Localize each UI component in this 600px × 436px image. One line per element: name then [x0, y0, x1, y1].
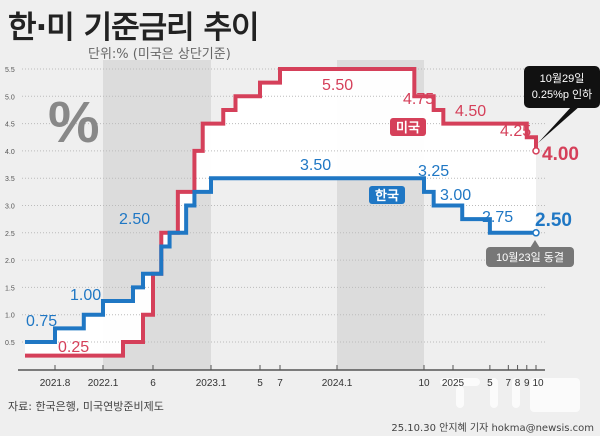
x-tick-label: 9 — [524, 378, 530, 389]
us-callout-text: 0.25%p 인하 — [532, 87, 593, 101]
y-tick-label: 3.5 — [5, 176, 15, 183]
data-label: 2.50 — [535, 210, 572, 231]
data-label: 3.25 — [418, 163, 449, 180]
page-title: 한·미 기준금리 추이 — [8, 10, 260, 46]
x-tick-label: 2021.8 — [40, 378, 71, 389]
x-tick-label: 7 — [277, 378, 283, 389]
watermark-shape — [530, 378, 580, 412]
y-tick-label: 4.0 — [5, 149, 15, 156]
series-tag-box — [369, 186, 405, 204]
x-tick-label: 8 — [515, 378, 521, 389]
watermark-shape — [490, 378, 498, 408]
series-tag-us: 미국 — [396, 120, 420, 135]
x-tick-label: 7 — [506, 378, 512, 389]
data-label: 0.25 — [58, 339, 89, 356]
y-tick-label: 2.0 — [5, 258, 15, 265]
data-label: 2.75 — [482, 209, 513, 226]
y-tick-label: 1.0 — [5, 313, 15, 320]
x-tick-label: 10 — [418, 378, 430, 389]
x-tick-label: 5 — [257, 378, 263, 389]
y-tick-label: 1.5 — [5, 285, 15, 292]
watermark-shape — [512, 378, 520, 408]
y-tick-label: 2.5 — [5, 231, 15, 238]
watermark-logo — [440, 378, 580, 412]
y-tick-label: 5.5 — [5, 67, 15, 74]
x-tick-label: 2024.1 — [322, 378, 353, 389]
y-tick-label: 0.5 — [5, 340, 15, 347]
series-end-marker — [532, 147, 540, 155]
kr-callout-pointer — [530, 240, 540, 248]
x-tick-label: 2023.1 — [196, 378, 227, 389]
data-label: 2.50 — [119, 211, 150, 228]
unit-note: 단위:% (미국은 상단기준) — [88, 47, 231, 62]
series-line-us — [25, 67, 538, 358]
us-callout-box — [524, 66, 600, 108]
series-tag-korea: 한국 — [375, 188, 399, 203]
x-tick-label: 6 — [150, 378, 156, 389]
x-tick-label: 2022.1 — [88, 378, 119, 389]
data-label: 1.00 — [70, 287, 101, 304]
data-label: 3.00 — [440, 187, 471, 204]
data-label: 3.50 — [300, 157, 331, 174]
watermark-shape — [456, 386, 464, 408]
watermark-shape — [440, 378, 480, 386]
us-callout-pointer — [538, 106, 580, 143]
credit-line: 25.10.30 안지혜 기자 hokma@newsis.com — [391, 423, 594, 434]
series-line-korea — [25, 176, 536, 344]
y-tick-label: 3.0 — [5, 204, 15, 211]
x-tick-label: 10 — [532, 378, 544, 389]
x-tick-label: 5 — [487, 378, 493, 389]
source-note: 자료: 한국은행, 미국연방준비제도 — [8, 400, 164, 413]
series-end-marker — [532, 229, 540, 237]
kr-callout-box — [486, 247, 574, 267]
data-label: 0.75 — [26, 313, 57, 330]
us-callout-text: 10월29일 — [540, 71, 585, 85]
y-tick-label: 5.0 — [5, 94, 15, 101]
series-tag-box — [390, 118, 426, 136]
data-label: 4.75 — [403, 91, 434, 108]
data-label: 4.00 — [542, 144, 579, 165]
kr-callout-text: 10월23일 동결 — [496, 250, 564, 264]
data-label: 4.25 — [500, 123, 531, 140]
x-tick-label: 2025 — [442, 378, 465, 389]
data-label: 5.50 — [322, 77, 353, 94]
percent-icon: % — [48, 90, 100, 155]
y-tick-label: 4.5 — [5, 122, 15, 129]
data-label: 4.50 — [455, 103, 486, 120]
